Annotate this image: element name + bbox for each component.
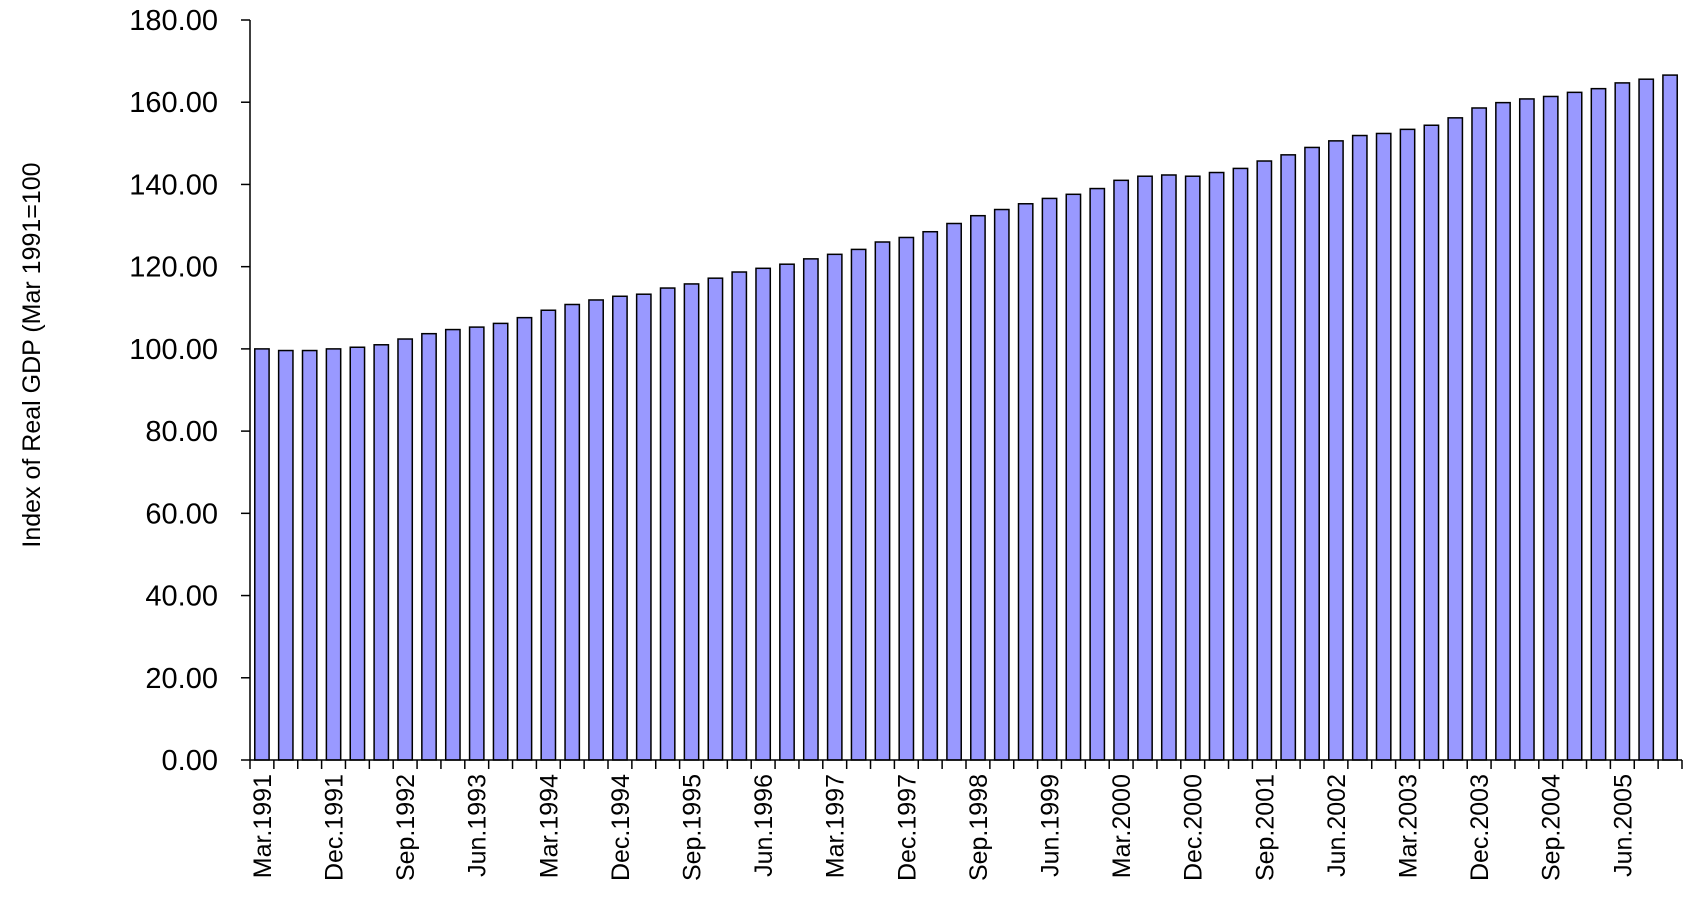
- bar-Sep.1993: [492, 322, 509, 761]
- bar-Sep.1992: [397, 338, 414, 761]
- bar-Jun.1993: [468, 326, 485, 761]
- bar-Sep.1991: [301, 349, 318, 761]
- bar-Mar.1994: [540, 309, 557, 761]
- y-axis-title-group: Index of Real GDP (Mar 1991=100: [18, 162, 46, 547]
- bar-Sep.2002: [1351, 134, 1368, 761]
- bar-Sep.2003: [1447, 117, 1464, 761]
- x-tick-label: Jun.1996: [750, 774, 778, 877]
- x-tick-label: Mar.2003: [1395, 774, 1423, 878]
- bar-Dec.1993: [516, 316, 533, 761]
- bar-Mar.2005: [1590, 87, 1607, 761]
- y-tick-label: 100.00: [129, 334, 218, 366]
- bar-Mar.1996: [731, 271, 748, 761]
- x-tick-label: Jun.2002: [1323, 774, 1351, 877]
- bar-Jun.2004: [1518, 98, 1535, 761]
- bar-Sep.2000: [1160, 174, 1177, 761]
- bar-Jun.1999: [1041, 197, 1058, 761]
- bar-Dec.2003: [1471, 107, 1488, 761]
- bar-Jun.2003: [1423, 124, 1440, 761]
- x-axis-ticks: Mar.1991 Dec.1991 Sep.1992 Jun.1993 Mar.1994…: [249, 760, 1683, 881]
- bar-Sep.1995: [683, 283, 700, 761]
- x-tick-label: Sep.2001: [1251, 774, 1279, 881]
- bar-Sep.1999: [1065, 193, 1082, 761]
- bar-Dec.1995: [707, 277, 724, 761]
- bar-Mar.1991: [254, 348, 270, 761]
- bar-Dec.1991: [325, 348, 342, 761]
- bar-Dec.2001: [1280, 154, 1297, 761]
- x-tick-label: Mar.1994: [535, 774, 563, 878]
- bar-Dec.2000: [1184, 175, 1201, 761]
- bar-Mar.2002: [1304, 146, 1320, 761]
- bar-Dec.1992: [421, 332, 437, 761]
- x-tick-label: Sep.1992: [392, 774, 420, 881]
- y-tick-label: 20.00: [145, 663, 218, 695]
- bar-Sep.1994: [588, 299, 604, 761]
- x-tick-label: Mar.2000: [1108, 774, 1136, 878]
- y-tick-label: 160.00: [129, 87, 218, 119]
- bar-Sep.1997: [874, 241, 891, 761]
- x-tick-label: Sep.2004: [1538, 774, 1566, 881]
- x-tick-label: Dec.1991: [321, 774, 349, 881]
- x-tick-label: Dec.1994: [607, 774, 635, 881]
- bar-Jun.1995: [659, 287, 676, 761]
- x-tick-label: Sep.1998: [965, 774, 993, 881]
- bar-Mar.2004: [1495, 101, 1511, 761]
- bar-Sep.2004: [1542, 95, 1559, 761]
- bar-Sep.1996: [779, 263, 795, 761]
- bar-Jun.1997: [850, 248, 867, 761]
- bar-Dec.1998: [993, 208, 1010, 761]
- x-tick-label: Jun.1999: [1037, 774, 1065, 877]
- bar-Sep.1998: [970, 214, 986, 761]
- bar-Mar.1995: [635, 293, 652, 761]
- x-tick-label: Dec.2000: [1180, 774, 1208, 881]
- x-tick-label: Sep.1995: [679, 774, 707, 881]
- bar-Dec.2005: [1662, 74, 1678, 761]
- y-tick-label: 120.00: [129, 252, 218, 284]
- y-tick-label: 60.00: [145, 498, 218, 530]
- bar-Dec.1996: [802, 258, 819, 761]
- y-tick-label: 140.00: [129, 169, 218, 201]
- bar-Mar.2001: [1208, 171, 1225, 761]
- bar-Mar.1999: [1017, 203, 1034, 761]
- bar-Dec.2002: [1375, 132, 1392, 761]
- bar-Jun.1998: [946, 222, 962, 761]
- bar-Mar.1993: [444, 328, 461, 761]
- bar-Mar.2003: [1399, 128, 1416, 761]
- bar-Mar.1997: [826, 253, 843, 761]
- bar-Dec.1997: [898, 236, 915, 761]
- bar-Jun.2001: [1232, 167, 1249, 761]
- bar-Jun.2002: [1328, 140, 1344, 761]
- y-tick-label: 0.00: [162, 745, 218, 777]
- bar-Jun.1992: [373, 344, 390, 761]
- bars: [254, 74, 1678, 761]
- bar-Mar.1992: [349, 346, 366, 761]
- bar-Mar.2000: [1113, 179, 1130, 761]
- x-tick-label: Dec.1997: [893, 774, 921, 881]
- y-axis-ticks: 0.00 20.00 40.00 60.00 80.00 100.00 120.00 140.…: [129, 5, 250, 777]
- bar-Dec.2004: [1566, 91, 1583, 761]
- bar-Dec.1994: [612, 295, 628, 761]
- x-tick-label: Mar.1997: [822, 774, 850, 878]
- y-tick-label: 40.00: [145, 581, 218, 613]
- bar-Jun.1994: [564, 303, 581, 761]
- bar-Jun.1996: [755, 267, 772, 761]
- y-tick-label: 180.00: [129, 5, 218, 37]
- bar-Sep.2001: [1256, 160, 1273, 761]
- x-tick-label: Jun.2005: [1609, 774, 1637, 877]
- bar-Sep.2005: [1638, 78, 1655, 761]
- x-tick-label: Dec.2003: [1466, 774, 1494, 881]
- bar-Jun.1991: [277, 349, 294, 761]
- bar-Dec.1999: [1089, 187, 1106, 761]
- bar-Jun.2000: [1137, 175, 1153, 761]
- y-tick-label: 80.00: [145, 416, 218, 448]
- y-axis-title: Index of Real GDP (Mar 1991=100: [18, 162, 46, 547]
- x-tick-label: Jun.1993: [464, 774, 492, 877]
- bar-Mar.1998: [922, 230, 939, 761]
- bar-Jun.2005: [1614, 82, 1631, 761]
- x-tick-label: Mar.1991: [249, 774, 277, 878]
